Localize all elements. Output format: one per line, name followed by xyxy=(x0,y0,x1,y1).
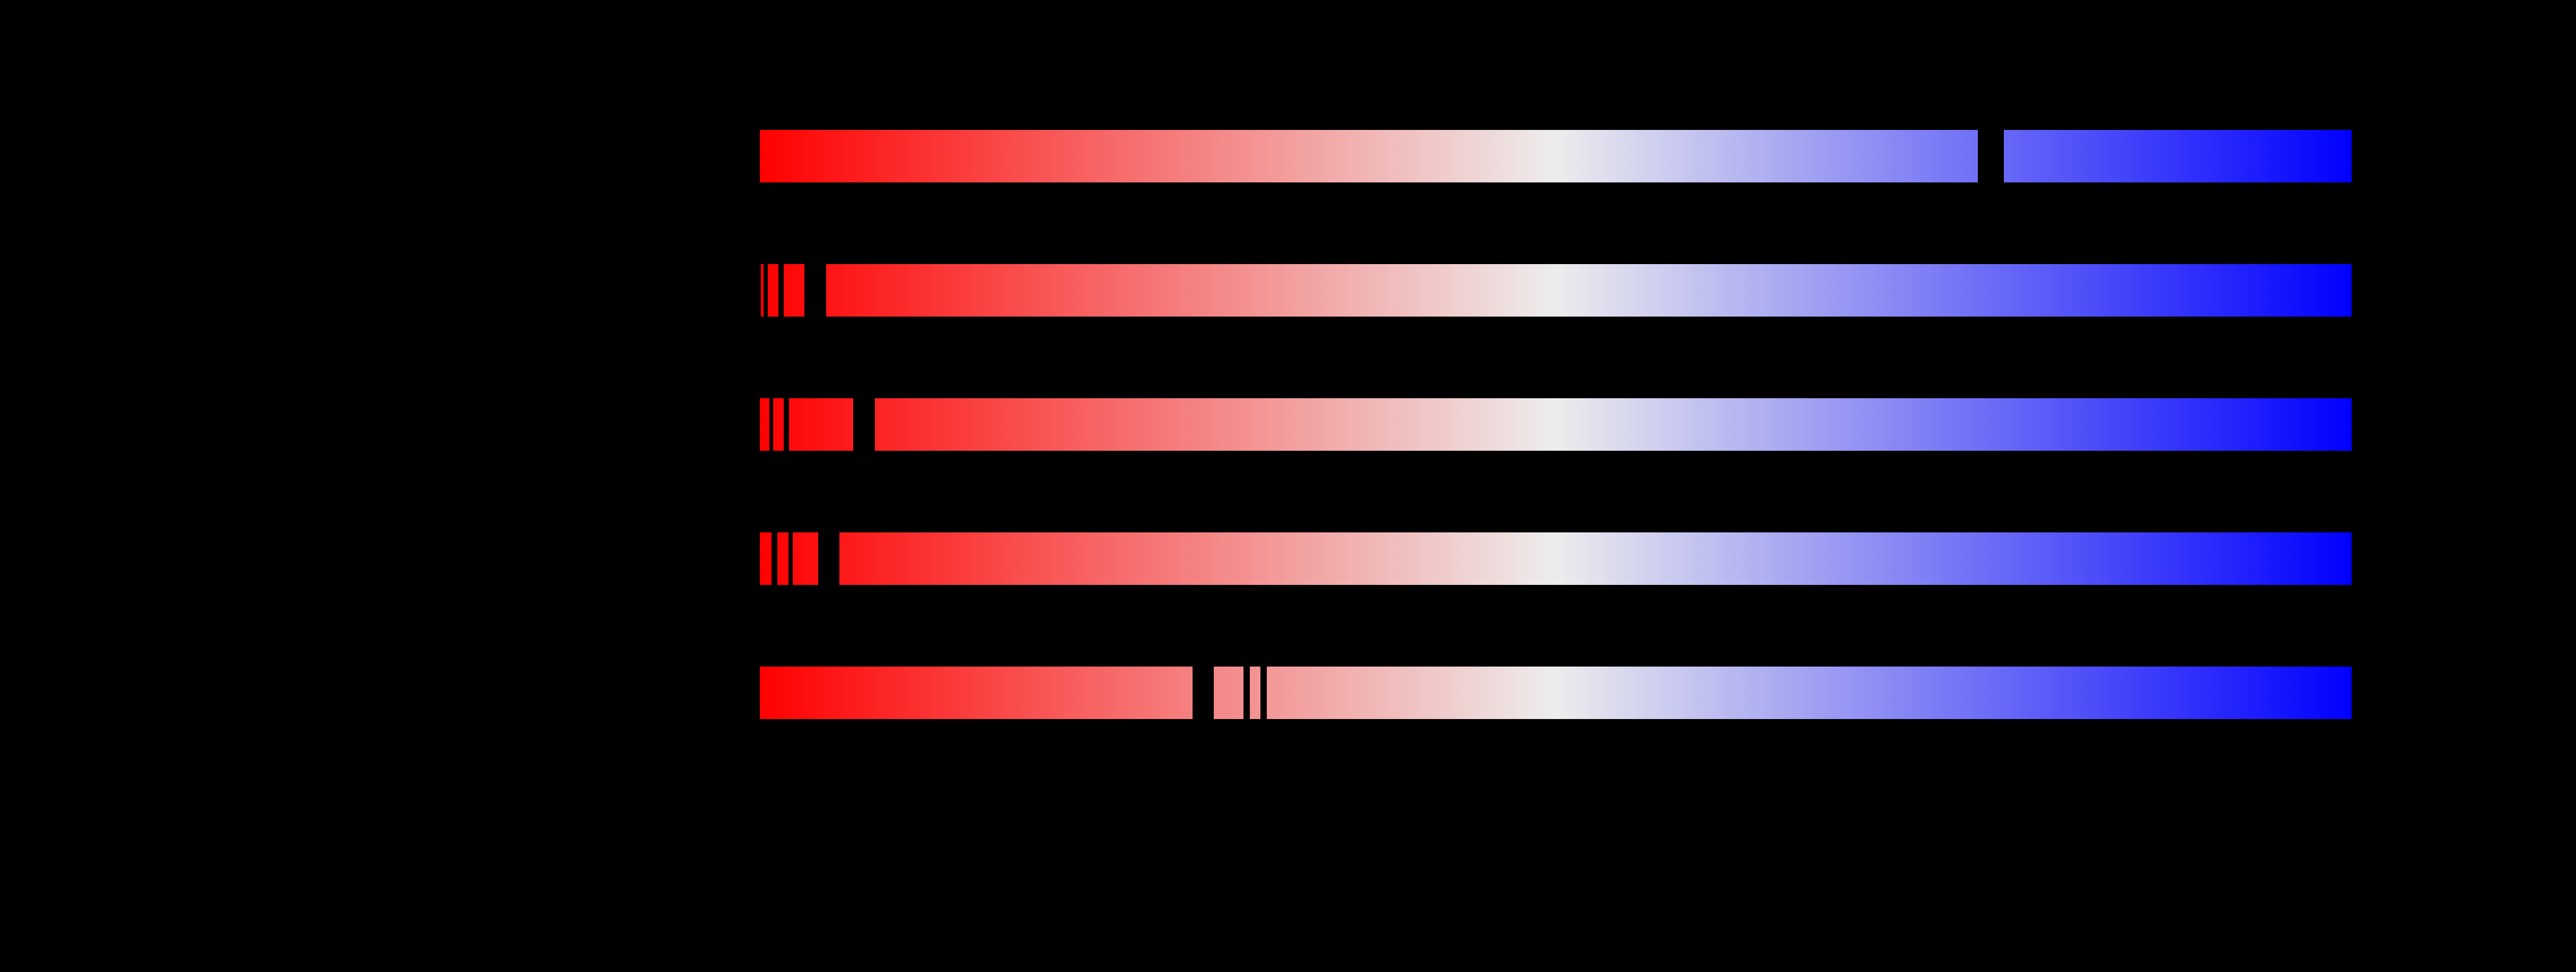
gradient-segment xyxy=(793,532,818,585)
gradient-segment xyxy=(760,130,1978,182)
strip-track xyxy=(760,532,2352,585)
gradient-segment xyxy=(826,264,2352,317)
gradient-segment xyxy=(1267,667,2352,719)
gradient-segment xyxy=(839,532,2352,585)
gradient-strip-row xyxy=(0,667,2576,719)
gradient-segment xyxy=(875,398,2352,451)
strip-track xyxy=(760,398,2352,451)
gradient-segment xyxy=(760,532,772,585)
gradient-segment xyxy=(1250,667,1261,719)
gradient-segment xyxy=(773,398,784,451)
gradient-segment xyxy=(1213,667,1243,719)
gradient-segment xyxy=(788,398,853,451)
gradient-segment xyxy=(768,264,779,317)
gradient-segment xyxy=(760,398,769,451)
strip-track xyxy=(760,667,2352,719)
gradient-segment xyxy=(761,264,764,317)
gradient-segment xyxy=(784,264,805,317)
gradient-strip-row xyxy=(0,130,2576,182)
strip-track xyxy=(760,264,2352,317)
strip-track xyxy=(760,130,2352,182)
gradient-strip-row xyxy=(0,264,2576,317)
gradient-strip-row xyxy=(0,532,2576,585)
gradient-segment xyxy=(760,667,1193,719)
gradient-segment xyxy=(777,532,789,585)
gradient-strip-row xyxy=(0,398,2576,451)
gradient-segment xyxy=(2004,130,2352,182)
